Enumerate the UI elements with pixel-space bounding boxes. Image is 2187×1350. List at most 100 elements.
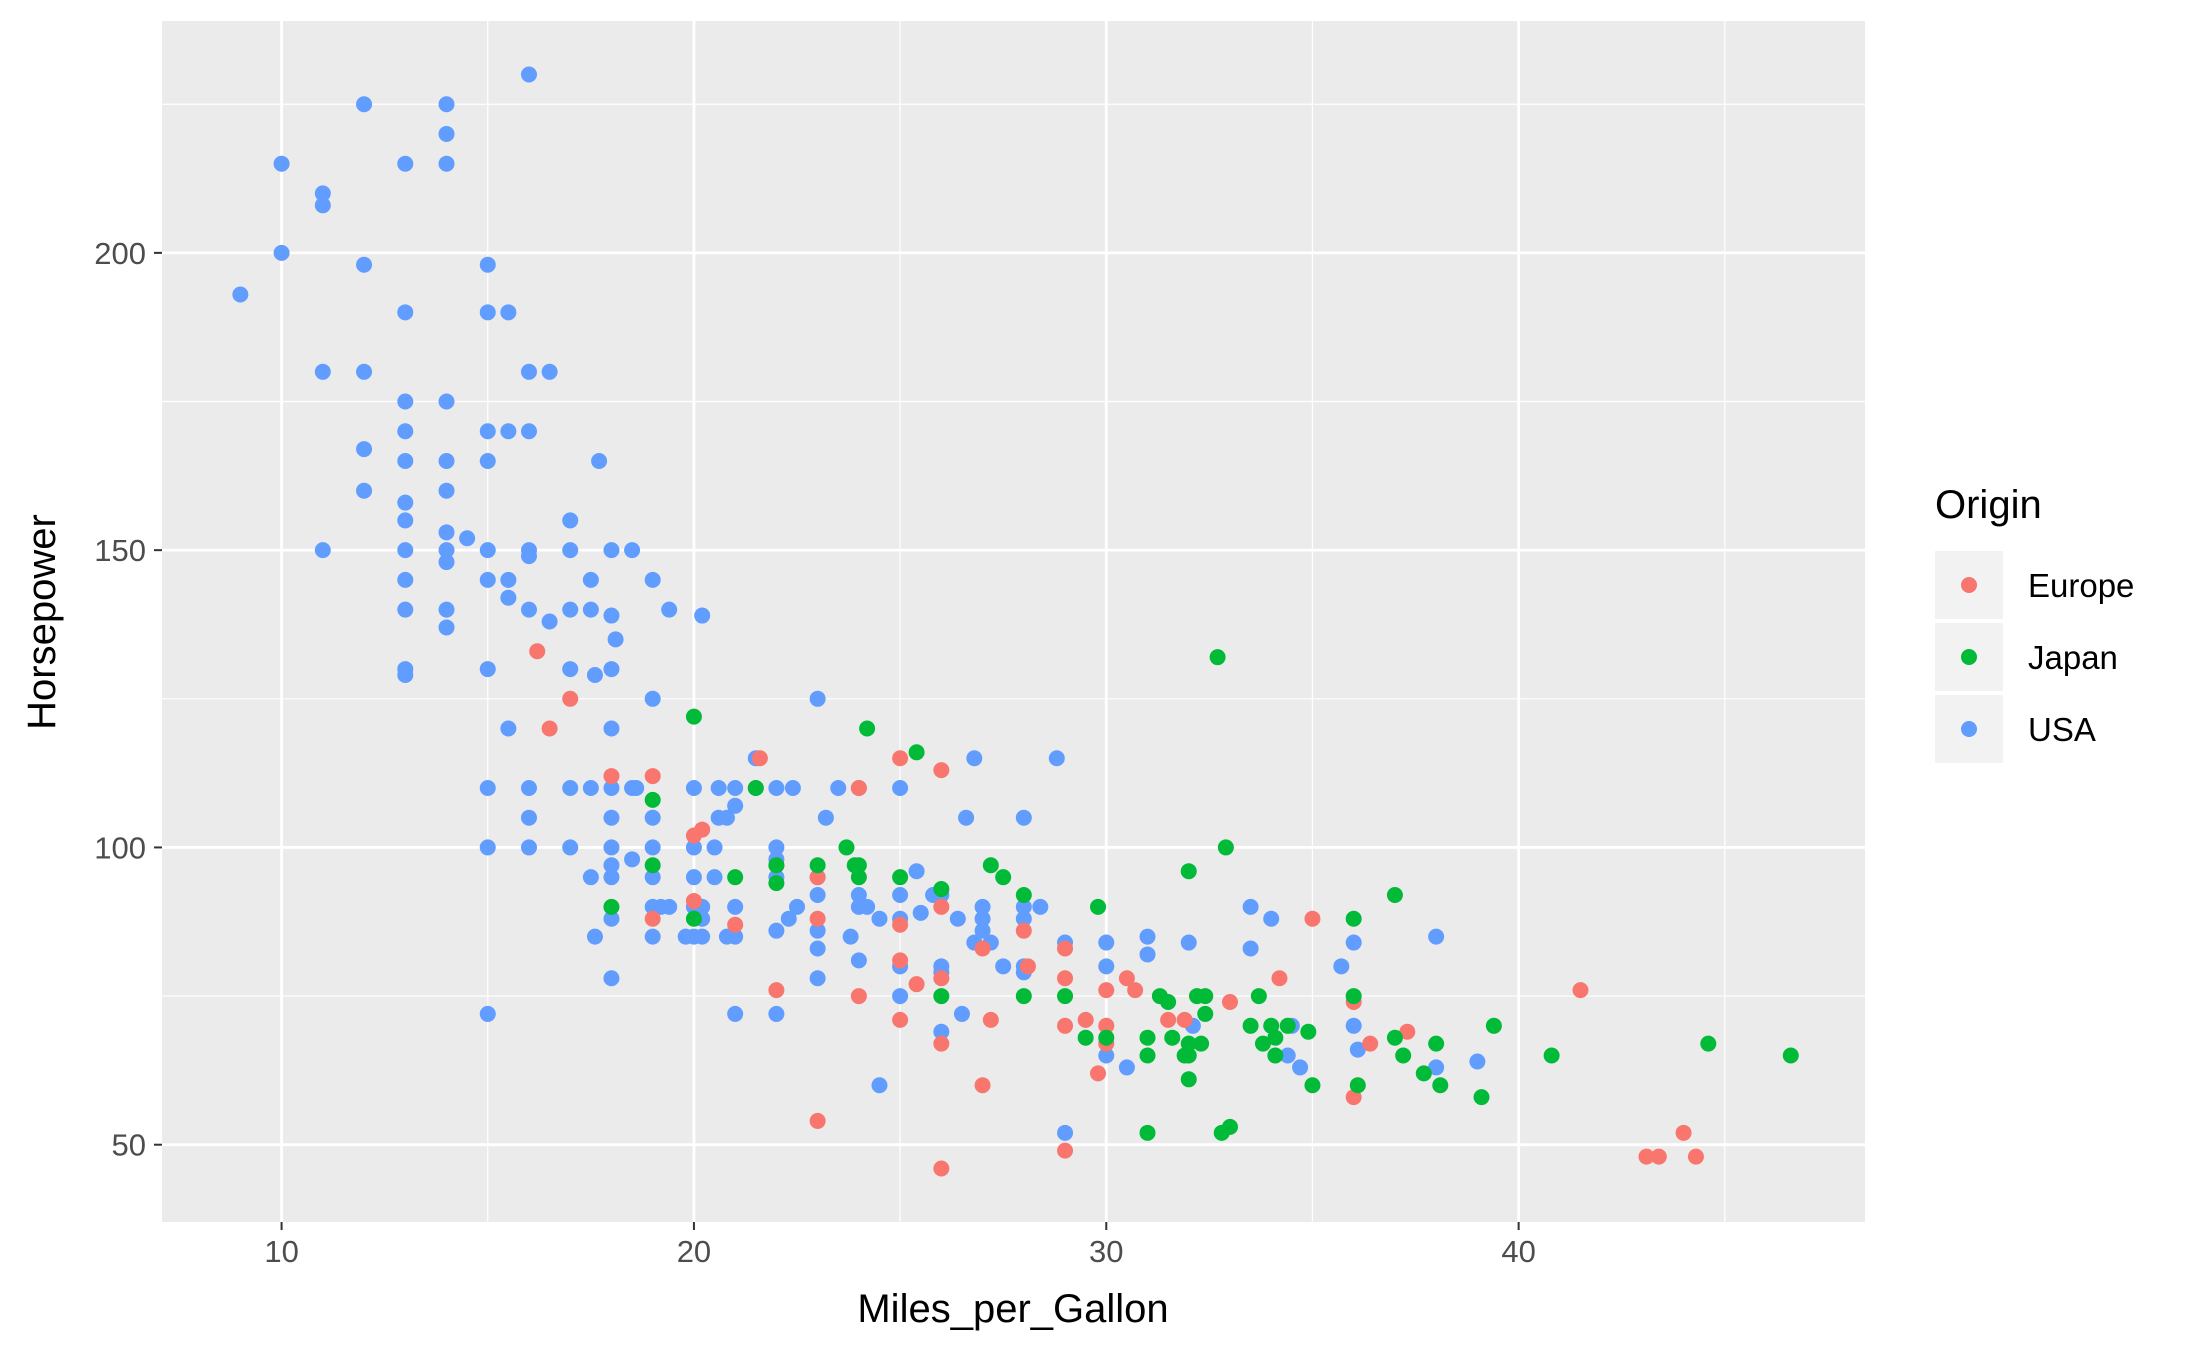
- data-point-usa: [784, 779, 801, 796]
- data-point-usa: [1349, 1041, 1366, 1058]
- data-point-usa: [706, 839, 723, 856]
- data-point-usa: [397, 155, 414, 172]
- data-point-japan: [1432, 1077, 1449, 1094]
- data-point-usa: [520, 779, 537, 796]
- data-point-usa: [479, 779, 496, 796]
- legend-label-japan: Japan: [2028, 639, 2118, 676]
- data-point-europe: [1015, 922, 1032, 939]
- data-point-usa: [603, 809, 620, 826]
- data-point-japan: [1209, 649, 1226, 666]
- data-point-japan: [1015, 886, 1032, 903]
- data-point-japan: [1386, 1029, 1403, 1046]
- data-point-europe: [1019, 958, 1036, 975]
- data-point-japan: [1180, 1047, 1197, 1064]
- data-point-usa: [541, 363, 558, 380]
- data-point-japan: [1386, 886, 1403, 903]
- data-point-usa: [1292, 1059, 1309, 1076]
- y-tick-label: 100: [94, 830, 146, 865]
- data-point-usa: [830, 779, 847, 796]
- data-point-usa: [892, 988, 909, 1005]
- data-point-usa: [582, 869, 599, 886]
- data-point-usa: [314, 363, 331, 380]
- data-point-usa: [397, 512, 414, 529]
- data-point-usa: [1118, 1059, 1135, 1076]
- data-point-japan: [1345, 910, 1362, 927]
- legend-label-usa: USA: [2028, 711, 2096, 748]
- data-point-japan: [1415, 1065, 1432, 1082]
- data-point-usa: [768, 779, 785, 796]
- data-point-usa: [661, 601, 678, 618]
- data-point-usa: [356, 441, 373, 458]
- data-point-usa: [958, 809, 975, 826]
- data-point-usa: [933, 1023, 950, 1040]
- data-point-japan: [1782, 1047, 1799, 1064]
- data-point-japan: [1473, 1089, 1490, 1106]
- data-point-japan: [1180, 1035, 1197, 1052]
- data-point-usa: [500, 571, 517, 588]
- data-point-europe: [933, 970, 950, 987]
- data-point-usa: [789, 898, 806, 915]
- data-point-japan: [685, 910, 702, 927]
- data-point-japan: [809, 857, 826, 874]
- data-point-europe: [892, 750, 909, 767]
- data-point-usa: [438, 155, 455, 172]
- legend-dot-usa: [1961, 721, 1977, 737]
- data-point-usa: [586, 928, 603, 945]
- data-point-europe: [1638, 1148, 1655, 1165]
- data-point-japan: [1485, 1017, 1502, 1034]
- data-point-usa: [582, 571, 599, 588]
- data-point-europe: [1304, 910, 1321, 927]
- data-point-europe: [727, 916, 744, 933]
- data-point-usa: [871, 910, 888, 927]
- data-point-usa: [397, 393, 414, 410]
- data-point-europe: [1687, 1148, 1704, 1165]
- data-point-usa: [607, 631, 624, 648]
- data-point-usa: [974, 922, 991, 939]
- data-point-usa: [817, 809, 834, 826]
- data-point-japan: [892, 869, 909, 886]
- y-axis-ticks: 50 100 150 200: [94, 236, 162, 1163]
- data-point-usa: [479, 839, 496, 856]
- data-point-europe: [1118, 970, 1135, 987]
- data-point-usa: [479, 304, 496, 321]
- data-point-usa: [1428, 1059, 1445, 1076]
- data-point-usa: [397, 667, 414, 684]
- data-point-japan: [1242, 1017, 1259, 1034]
- data-point-usa: [314, 185, 331, 202]
- data-point-usa: [562, 661, 579, 678]
- data-point-japan: [1349, 1077, 1366, 1094]
- y-tick-label: 150: [94, 533, 146, 568]
- data-point-japan: [644, 857, 661, 874]
- data-point-japan: [1180, 863, 1197, 880]
- data-point-usa: [644, 571, 661, 588]
- data-point-europe: [892, 916, 909, 933]
- y-tick-label: 200: [94, 236, 146, 271]
- data-point-usa: [562, 512, 579, 529]
- major-gridlines: [162, 21, 1865, 1222]
- data-point-japan: [1543, 1047, 1560, 1064]
- data-point-usa: [438, 393, 455, 410]
- data-point-europe: [1362, 1035, 1379, 1052]
- legend-title: Origin: [1935, 483, 2042, 527]
- data-point-japan: [1267, 1029, 1284, 1046]
- data-point-usa: [1180, 934, 1197, 951]
- data-point-usa: [644, 869, 661, 886]
- data-point-europe: [1271, 970, 1288, 987]
- y-tick-label: 50: [112, 1128, 146, 1163]
- data-point-usa: [892, 886, 909, 903]
- data-point-usa: [1057, 1124, 1074, 1141]
- data-point-japan: [1217, 839, 1234, 856]
- data-point-japan: [1700, 1035, 1717, 1052]
- data-point-europe: [1572, 982, 1589, 999]
- data-point-japan: [1098, 1029, 1115, 1046]
- data-point-usa: [562, 601, 579, 618]
- data-point-usa: [1242, 898, 1259, 915]
- data-point-usa: [1469, 1053, 1486, 1070]
- y-axis-title: Horsepower: [20, 514, 64, 730]
- legend: Origin Europe Japan USA: [1935, 483, 2134, 763]
- data-point-usa: [397, 494, 414, 511]
- data-point-japan: [1345, 988, 1362, 1005]
- data-point-japan: [644, 791, 661, 808]
- data-point-usa: [582, 779, 599, 796]
